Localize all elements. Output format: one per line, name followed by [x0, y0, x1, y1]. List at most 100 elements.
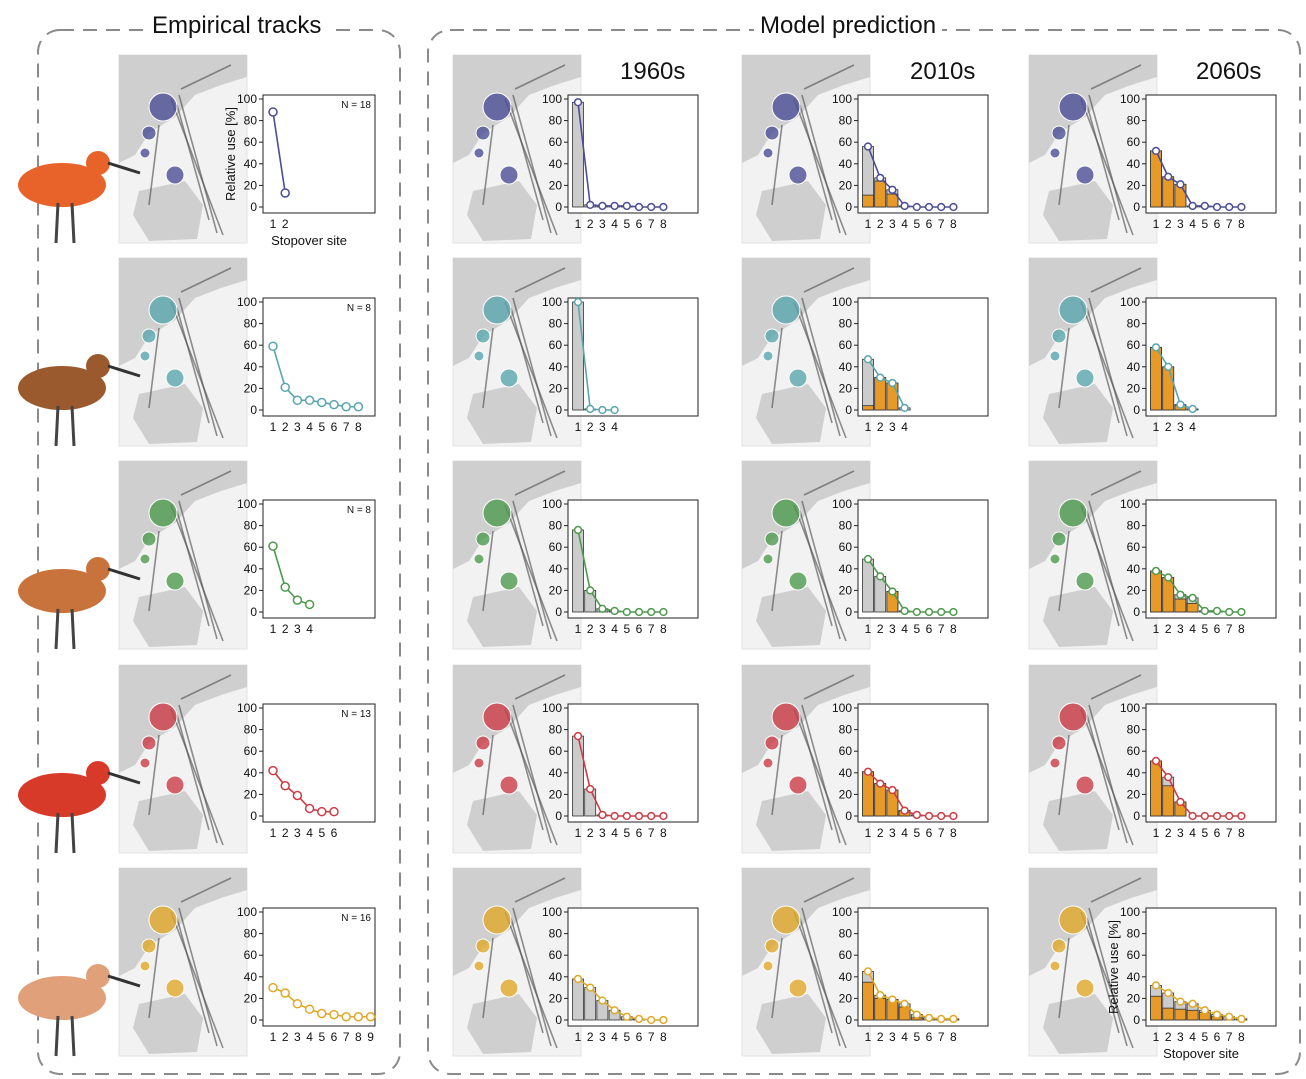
migration-track: [801, 297, 841, 437]
x-tick-label: 2: [282, 826, 289, 840]
stopover-circle: [1075, 165, 1095, 185]
migration-track: [803, 470, 855, 496]
x-tick-label: 7: [648, 622, 655, 636]
bar: [572, 301, 584, 411]
x-tick-label: 8: [950, 622, 957, 636]
data-point: [610, 811, 619, 821]
x-tick-label: 3: [294, 1030, 301, 1044]
migration-track: [514, 267, 566, 293]
stopover-circle: [1058, 295, 1088, 325]
stopover-circle: [475, 938, 491, 954]
bird-leg: [70, 1015, 76, 1057]
stopover-circle: [1051, 328, 1067, 344]
x-tick-label: 1: [1153, 420, 1160, 434]
x-tick-label: 4: [306, 622, 313, 636]
x-tick-label: 3: [599, 1030, 606, 1044]
x-tick-label: 3: [1177, 622, 1184, 636]
data-point: [292, 790, 303, 801]
asia-landmass: [453, 665, 581, 773]
stopover-circle: [1051, 938, 1067, 954]
bird-leg: [70, 812, 76, 854]
migration-track: [1058, 734, 1070, 816]
migration-track: [1088, 704, 1128, 844]
plot-frame: [262, 297, 376, 417]
bird-1: [18, 151, 141, 244]
x-tick-label: 6: [636, 217, 643, 231]
x-tick-label: 3: [294, 420, 301, 434]
y-tick-label: 40: [1127, 157, 1141, 171]
y-tick-label: 100: [542, 92, 562, 106]
data-point: [573, 974, 583, 984]
map-panel-r3-c3: [741, 460, 871, 650]
bar: [572, 978, 584, 1021]
chart-16: 0 20 40 60 80 100 1 2 3 4 5 6 7 8: [1120, 701, 1277, 840]
x-tick-label: 2: [587, 420, 594, 434]
y-tick-label: 40: [244, 970, 258, 984]
data-point: [888, 587, 897, 596]
x-tick-label: 6: [1214, 622, 1221, 636]
y-tick-label: 40: [1127, 360, 1141, 374]
stopover-circle: [165, 571, 185, 591]
map-panel-r2-c2: [452, 257, 582, 447]
x-tick-label: 4: [1189, 420, 1196, 434]
y-tick-label: 100: [1120, 905, 1140, 919]
data-point: [863, 967, 873, 976]
x-tick-label: 7: [1226, 1030, 1233, 1044]
asia-landmass: [742, 258, 870, 366]
data-point: [280, 781, 290, 791]
x-tick-label: 1: [575, 217, 582, 231]
migration-track: [482, 937, 494, 1019]
asia-landmass: [742, 868, 870, 976]
data-point: [586, 404, 595, 414]
y-tick-label: 100: [832, 295, 852, 309]
y-tick-label: 60: [244, 135, 258, 149]
asia-landmass: [1029, 258, 1157, 366]
x-tick-label: 1: [865, 217, 872, 231]
x-tick-label: 2: [1165, 1030, 1172, 1044]
migration-track: [1080, 911, 1134, 1049]
bird-leg: [70, 608, 76, 650]
y-tick-label: 20: [1127, 381, 1141, 395]
data-point: [280, 988, 290, 998]
migration-track: [793, 98, 847, 236]
y-tick-label: 0: [250, 605, 257, 619]
chart-9: 0 20 40 60 80 100 1 2 3 4: [832, 295, 989, 434]
data-point: [353, 402, 364, 412]
x-tick-label: 3: [1177, 420, 1184, 434]
bird-3: [18, 557, 141, 650]
y-tick-label: 40: [244, 157, 258, 171]
y-tick-label: 100: [832, 497, 852, 511]
stopover-circle: [475, 531, 491, 547]
data-point: [647, 1015, 656, 1025]
bird-body: [18, 773, 106, 817]
data-point: [573, 731, 583, 741]
stopover-circle: [473, 960, 485, 972]
y-tick-label: 40: [244, 360, 258, 374]
y-tick-label: 0: [845, 403, 852, 417]
y-tick-label: 80: [549, 927, 563, 941]
stopover-circle: [475, 328, 491, 344]
x-tick-label: 2: [282, 217, 289, 231]
migration-track: [510, 307, 544, 424]
stopover-circle: [1049, 147, 1061, 159]
data-point: [1151, 343, 1161, 352]
migration-track: [178, 907, 218, 1047]
bird-body: [18, 366, 106, 410]
data-point: [280, 188, 290, 198]
y-tick-label: 40: [839, 562, 853, 576]
bar-highlight: [1150, 346, 1162, 411]
migration-track: [170, 504, 224, 642]
y-tick-label: 80: [839, 519, 853, 533]
y-tick-label: 0: [555, 605, 562, 619]
y-tick-label: 20: [839, 178, 853, 192]
y-tick-label: 0: [250, 809, 257, 823]
data-point: [888, 378, 897, 388]
chart-5: 0 20 40 60 80 100 1 2 3 4 5 6 7 8: [542, 92, 699, 231]
x-tick-label: 4: [1189, 622, 1196, 636]
stopover-circle: [148, 905, 178, 935]
data-point: [1151, 566, 1161, 576]
x-tick-label: 2: [587, 1030, 594, 1044]
stopover-circle: [788, 978, 808, 998]
data-point: [1176, 400, 1185, 409]
x-tick-label: 2: [1165, 826, 1172, 840]
